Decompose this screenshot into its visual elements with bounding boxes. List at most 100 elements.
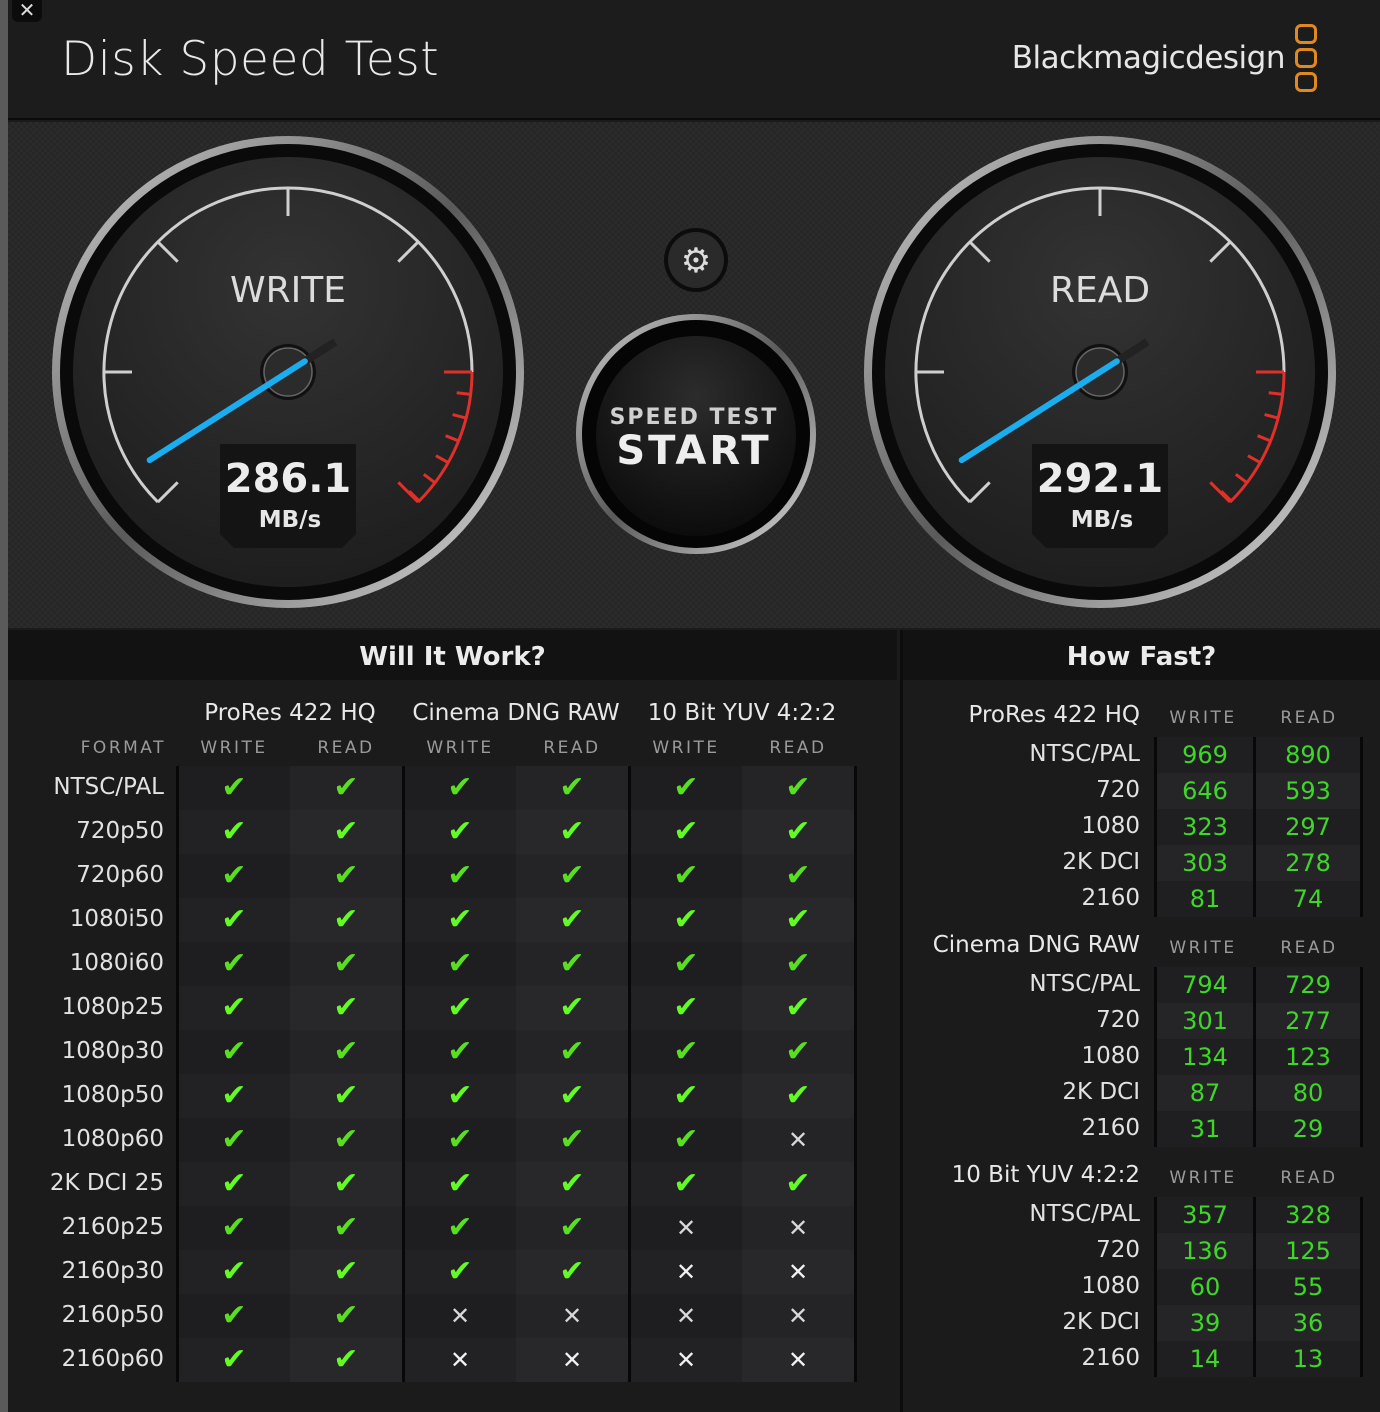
- table-row: 1080 134 123: [903, 1039, 1380, 1075]
- gauge-area: WRITE 286.1 MB/s READ 292.1 MB/s ⚙ SPEED TES…: [8, 122, 1380, 628]
- column-divider: [1154, 737, 1157, 917]
- gauge-value: 292.1: [1037, 456, 1164, 502]
- column-divider: [402, 766, 405, 1382]
- check-icon: ✔: [404, 1162, 516, 1206]
- column-divider: [1253, 737, 1256, 917]
- check-icon: ✔: [290, 1250, 402, 1294]
- title-bar: ✕ Disk Speed Test Blackmagicdesign: [8, 0, 1380, 120]
- will-it-work-panel: Will It Work? ProRes 422 HQ Cinema DNG RA…: [8, 630, 897, 1412]
- gauge-tick: [1209, 240, 1232, 263]
- check-icon: ✔: [630, 898, 742, 942]
- format-label: 720: [1096, 1007, 1140, 1033]
- table-row: 2160 31 29: [903, 1111, 1380, 1147]
- column-divider: [1253, 967, 1256, 1147]
- check-icon: ✔: [516, 1250, 628, 1294]
- check-icon: ✔: [404, 854, 516, 898]
- write-speed-value: 14: [1157, 1341, 1253, 1377]
- table-row: 2160p60 ✔ ✔ ✕ ✕ ✕ ✕: [8, 1338, 897, 1382]
- column-divider: [628, 766, 631, 1382]
- check-icon: ✔: [404, 1250, 516, 1294]
- write-header: WRITE: [1169, 708, 1237, 728]
- write-header: WRITE: [200, 738, 268, 758]
- start-button[interactable]: SPEED TEST START: [576, 314, 816, 554]
- table-row: 720 646 593: [903, 773, 1380, 809]
- format-label: 720: [1096, 777, 1140, 803]
- check-icon: ✔: [290, 1338, 402, 1382]
- check-icon: ✔: [630, 1162, 742, 1206]
- table-row: 720 301 277: [903, 1003, 1380, 1039]
- table-row: 2160 81 74: [903, 881, 1380, 917]
- read-speed-value: 29: [1256, 1111, 1360, 1147]
- format-label: 1080p30: [61, 1038, 164, 1064]
- read-speed-value: 55: [1256, 1269, 1360, 1305]
- results-area: Will It Work? ProRes 422 HQ Cinema DNG RA…: [8, 630, 1380, 1412]
- gauge-minor-tick: [445, 434, 460, 443]
- write-speed-value: 134: [1157, 1039, 1253, 1075]
- cross-icon: ✕: [404, 1294, 516, 1338]
- column-divider: [1154, 967, 1157, 1147]
- check-icon: ✔: [742, 854, 854, 898]
- check-icon: ✔: [178, 810, 290, 854]
- settings-button[interactable]: ⚙: [664, 228, 728, 292]
- write-header: WRITE: [1169, 1168, 1237, 1188]
- column-divider: [1360, 737, 1363, 917]
- check-icon: ✔: [290, 942, 402, 986]
- close-icon[interactable]: ✕: [12, 0, 42, 22]
- check-icon: ✔: [178, 1030, 290, 1074]
- table-row: 1080i60 ✔ ✔ ✔ ✔ ✔ ✔: [8, 942, 897, 986]
- check-icon: ✔: [290, 1206, 402, 1250]
- check-icon: ✔: [290, 986, 402, 1030]
- cross-icon: ✕: [742, 1338, 854, 1382]
- gauge-minor-tick: [452, 413, 467, 420]
- check-icon: ✔: [178, 942, 290, 986]
- cross-icon: ✕: [630, 1250, 742, 1294]
- check-icon: ✔: [404, 1074, 516, 1118]
- format-label: 720p60: [76, 862, 164, 888]
- table-row: NTSC/PAL 969 890: [903, 737, 1380, 773]
- check-icon: ✔: [404, 766, 516, 810]
- check-icon: ✔: [516, 1030, 628, 1074]
- check-icon: ✔: [404, 898, 516, 942]
- check-icon: ✔: [516, 942, 628, 986]
- check-icon: ✔: [178, 986, 290, 1030]
- read-speed-value: 890: [1256, 737, 1360, 773]
- check-icon: ✔: [404, 1206, 516, 1250]
- gauge-tick: [1209, 481, 1232, 504]
- write-header: WRITE: [652, 738, 720, 758]
- gauge-unit: MB/s: [1071, 507, 1134, 533]
- check-icon: ✔: [516, 1118, 628, 1162]
- gauge-label: READ: [1050, 270, 1150, 311]
- check-icon: ✔: [630, 942, 742, 986]
- cross-icon: ✕: [404, 1338, 516, 1382]
- gear-icon[interactable]: ⚙: [681, 241, 711, 281]
- table-row: 720p60 ✔ ✔ ✔ ✔ ✔ ✔: [8, 854, 897, 898]
- check-icon: ✔: [516, 810, 628, 854]
- write-speed-value: 969: [1157, 737, 1253, 773]
- table-row: 2160p30 ✔ ✔ ✔ ✔ ✕ ✕: [8, 1250, 897, 1294]
- write-speed-value: 31: [1157, 1111, 1253, 1147]
- check-icon: ✔: [516, 766, 628, 810]
- codec-header: ProRes 422 HQ: [968, 702, 1141, 728]
- check-icon: ✔: [178, 1206, 290, 1250]
- codec-header: Cinema DNG RAW: [932, 932, 1140, 958]
- read-header: READ: [769, 738, 827, 758]
- format-label: 2160: [1081, 885, 1140, 911]
- check-icon: ✔: [516, 1074, 628, 1118]
- check-icon: ✔: [178, 854, 290, 898]
- gauge-minor-tick: [1234, 473, 1248, 484]
- check-icon: ✔: [404, 1030, 516, 1074]
- start-button-subtitle: SPEED TEST: [610, 405, 779, 430]
- gauge-needle: [958, 358, 1120, 464]
- format-label: 1080i50: [69, 906, 164, 932]
- check-icon: ✔: [742, 1162, 854, 1206]
- brand-logo-text: Blackmagicdesign: [1011, 40, 1286, 76]
- table-row: 1080p50 ✔ ✔ ✔ ✔ ✔ ✔: [8, 1074, 897, 1118]
- check-icon: ✔: [630, 1118, 742, 1162]
- read-speed-value: 729: [1256, 967, 1360, 1003]
- format-label: 2160p25: [61, 1214, 164, 1240]
- gauge-readout-box: [220, 444, 356, 548]
- table-row: 1080 60 55: [903, 1269, 1380, 1305]
- write-speed-value: 794: [1157, 967, 1253, 1003]
- column-divider: [1360, 967, 1363, 1147]
- write-speed-value: 39: [1157, 1305, 1253, 1341]
